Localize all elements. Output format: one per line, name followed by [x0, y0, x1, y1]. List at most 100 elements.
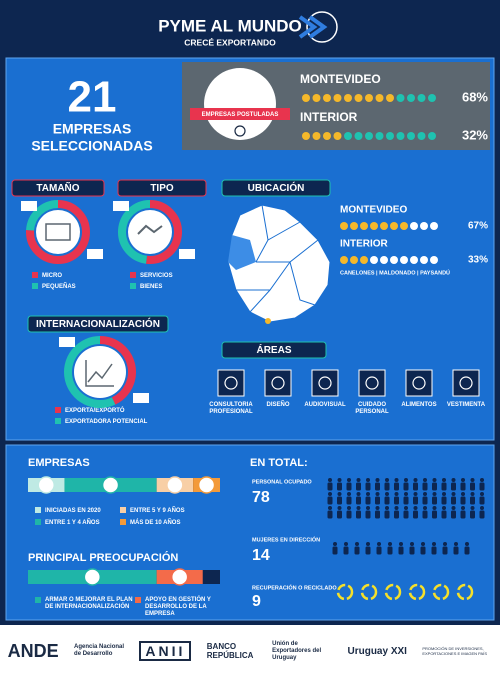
- section-pill: [117, 179, 207, 197]
- person-icon: [356, 506, 361, 510]
- legend-swatch: [35, 519, 41, 525]
- person-icon: [404, 478, 408, 482]
- dot: [430, 222, 438, 230]
- applied-count: 82: [228, 79, 252, 104]
- bar-badge: [166, 476, 184, 494]
- person-icon: [460, 510, 466, 519]
- dot: [407, 94, 415, 102]
- selected-label: EMPRESAS: [53, 121, 132, 137]
- dot: [323, 132, 331, 140]
- person-icon: [366, 478, 370, 482]
- person-icon: [421, 542, 425, 546]
- person-icon: [432, 542, 436, 546]
- person-icon: [442, 506, 446, 510]
- person-icon: [480, 506, 484, 510]
- area-glyph: [459, 376, 473, 390]
- person-icon: [375, 492, 380, 496]
- bar-badge: [101, 476, 120, 494]
- person-icon: [461, 506, 465, 510]
- donut-segment: [118, 200, 151, 264]
- recycle-icon: [360, 583, 378, 601]
- person-icon: [470, 496, 475, 505]
- legend-swatch: [32, 283, 38, 289]
- area-label: AUDIOVISUAL: [304, 402, 346, 408]
- person-icon: [354, 546, 360, 555]
- region-name: INTERIOR: [300, 110, 358, 124]
- person-icon: [346, 496, 352, 505]
- person-icon: [394, 492, 399, 496]
- dot: [360, 222, 368, 230]
- dot: [360, 256, 368, 264]
- person-icon: [337, 482, 342, 491]
- person-icon: [394, 482, 399, 491]
- person-icon: [460, 482, 466, 491]
- person-icon: [453, 546, 459, 555]
- person-icon: [375, 496, 380, 505]
- area-label: VESTIMENTA: [446, 402, 486, 408]
- section-heading: EMPRESAS: [28, 457, 90, 469]
- person-icon: [442, 478, 446, 482]
- person-icon: [356, 496, 361, 505]
- legend-label: MICRO: [42, 273, 62, 279]
- dot: [428, 94, 436, 102]
- person-icon: [461, 492, 465, 496]
- person-icon: [441, 482, 447, 491]
- person-icon: [423, 478, 427, 482]
- person-icon: [422, 496, 428, 505]
- person-icon: [432, 506, 437, 510]
- bar-label: 14%: [201, 483, 214, 489]
- area-icon: [311, 369, 339, 397]
- donut-segment: [145, 200, 182, 264]
- legend-swatch: [135, 597, 141, 603]
- donut-tag: [87, 249, 103, 259]
- area-glyph: [318, 376, 332, 390]
- donut-label: 52%: [181, 252, 194, 258]
- person-icon: [442, 492, 446, 496]
- person-icon: [451, 510, 456, 519]
- donut-segment: [64, 336, 116, 408]
- person-icon: [442, 546, 448, 555]
- applied-ribbon: [190, 108, 290, 120]
- region-pct: 68%: [462, 89, 488, 104]
- section-heading: EN TOTAL:: [250, 457, 308, 469]
- person-icon: [413, 482, 418, 491]
- icon-store: [45, 223, 71, 241]
- person-icon: [328, 506, 332, 510]
- dot: [370, 256, 378, 264]
- legend-label: MÁS DE 10 AÑOS: [130, 519, 180, 526]
- applied-circle: [204, 68, 276, 140]
- bar-badge: [197, 476, 216, 494]
- bar-badge: [83, 568, 102, 586]
- dot: [386, 132, 394, 140]
- person-icon: [470, 506, 475, 510]
- person-icon: [432, 482, 437, 491]
- person-icon: [451, 492, 456, 496]
- region-name: MONTEVIDEO: [300, 72, 381, 86]
- section-pill: [11, 179, 105, 197]
- dot: [417, 94, 426, 102]
- total-name: PERSONAL OCUPADO: [252, 479, 312, 485]
- recycle-icon: [384, 583, 402, 601]
- footer-logo-text: PROMOCIÓN DE INVERSIONES, EXPORTACIONES …: [422, 646, 487, 656]
- person-icon: [461, 478, 465, 482]
- person-icon: [343, 546, 349, 555]
- person-icon: [356, 510, 361, 519]
- lower-panel: [5, 444, 495, 621]
- person-icon: [432, 492, 437, 496]
- person-icon: [451, 482, 456, 491]
- person-icon: [347, 506, 351, 510]
- person-icon: [377, 542, 381, 546]
- section-title: ÁREAS: [256, 343, 291, 356]
- dot: [400, 222, 408, 230]
- person-icon: [376, 546, 382, 555]
- donut-center: [36, 210, 80, 254]
- area-glyph: [365, 376, 379, 390]
- person-icon: [470, 478, 475, 482]
- dot: [302, 94, 310, 102]
- dot: [344, 132, 352, 140]
- dot: [365, 132, 373, 140]
- person-icon: [337, 492, 342, 496]
- area-icon: [264, 369, 292, 397]
- dot: [420, 256, 428, 264]
- section-title: TIPO: [150, 183, 174, 194]
